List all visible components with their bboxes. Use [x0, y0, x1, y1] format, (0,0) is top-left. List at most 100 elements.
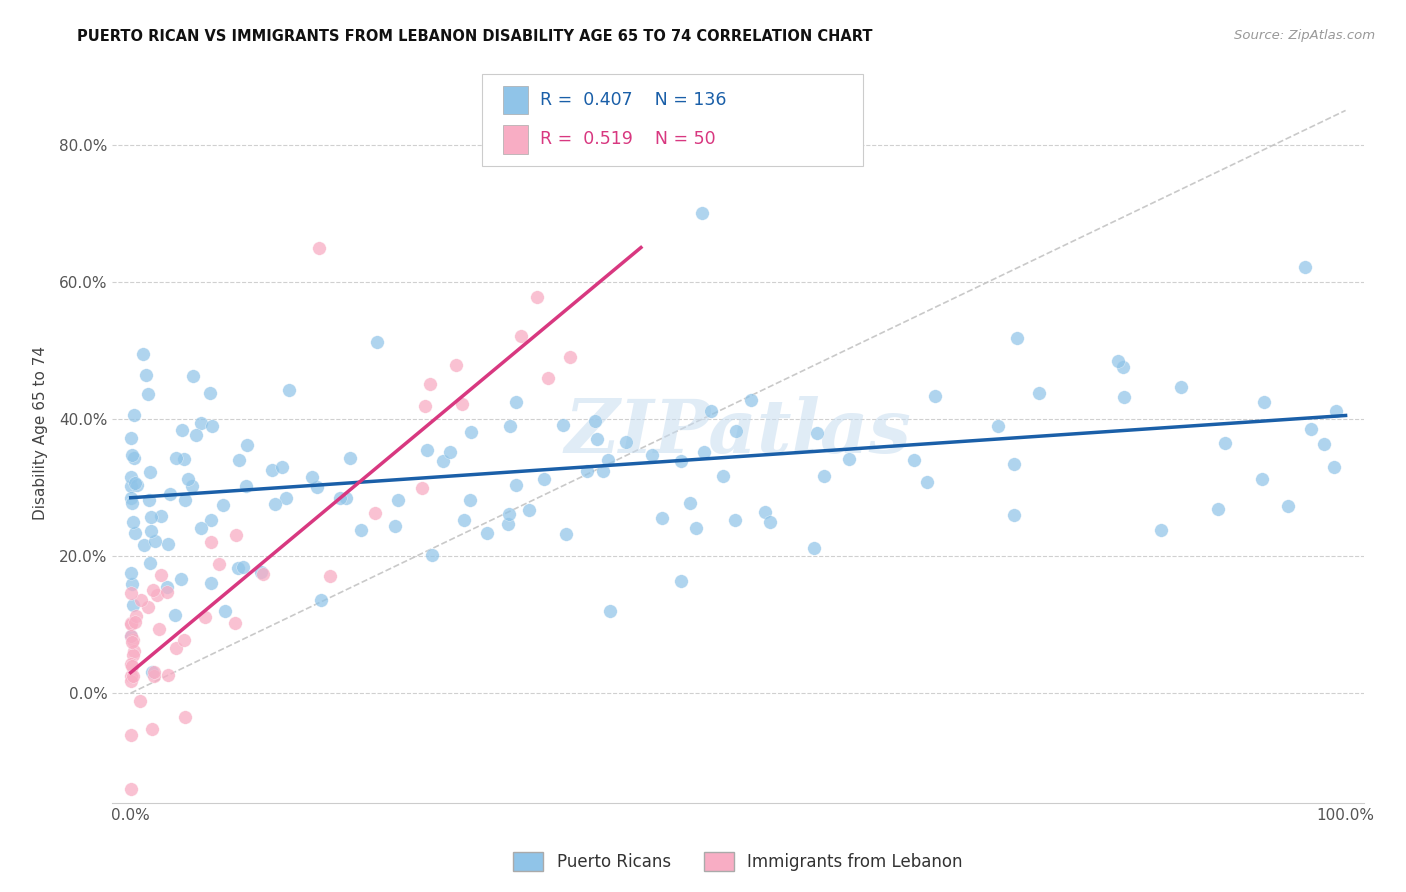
Point [651, 511, 673, 525]
Point [699, 404, 721, 418]
Point [517, 502, 540, 516]
Point [335, 491, 357, 505]
Point [690, 206, 713, 220]
Text: R =  0.519    N = 50: R = 0.519 N = 50 [540, 130, 716, 148]
Point [555, 527, 578, 541]
Point [163, 607, 186, 622]
Point [509, 328, 531, 343]
Point [460, 492, 482, 507]
Point [278, 383, 301, 397]
Point [138, 465, 160, 479]
Point [328, 491, 350, 505]
Point [813, 468, 835, 483]
Point [669, 574, 692, 588]
Point [177, 472, 200, 486]
Point [121, 629, 143, 643]
Point [301, 470, 323, 484]
Point [173, 452, 195, 467]
Point [214, 604, 236, 618]
Point [669, 454, 692, 468]
Point [641, 448, 664, 462]
Point [271, 459, 294, 474]
Point [149, 567, 172, 582]
Point [212, 498, 235, 512]
Point [838, 452, 860, 467]
Point [139, 556, 162, 570]
Point [592, 464, 614, 478]
Point [387, 493, 409, 508]
Point [252, 566, 274, 581]
FancyBboxPatch shape [503, 126, 527, 153]
Point [599, 604, 621, 618]
Point [124, 615, 146, 629]
Point [758, 515, 780, 529]
Point [121, 658, 143, 673]
Point [120, 669, 142, 683]
Point [157, 537, 180, 551]
Point [1313, 436, 1336, 450]
Point [120, 566, 142, 581]
Point [339, 451, 361, 466]
Point [141, 722, 163, 736]
Point [120, 782, 142, 797]
Point [143, 669, 166, 683]
Y-axis label: Disability Age 65 to 74: Disability Age 65 to 74 [32, 345, 48, 520]
Point [1112, 359, 1135, 374]
Point [419, 377, 441, 392]
Point [141, 665, 163, 679]
Point [143, 533, 166, 548]
Point [596, 453, 619, 467]
Point [145, 588, 167, 602]
Point [201, 419, 224, 434]
FancyBboxPatch shape [503, 87, 527, 114]
Point [120, 616, 142, 631]
Point [1250, 472, 1272, 486]
Point [432, 453, 454, 467]
Point [319, 568, 342, 582]
Point [526, 290, 548, 304]
Point [264, 497, 287, 511]
Point [740, 392, 762, 407]
Point [124, 409, 146, 423]
Point [173, 710, 195, 724]
Point [583, 414, 606, 428]
Point [533, 472, 555, 486]
Point [181, 369, 204, 384]
Point [453, 513, 475, 527]
Point [170, 424, 193, 438]
Point [165, 641, 187, 656]
Point [186, 428, 208, 442]
Point [121, 632, 143, 647]
FancyBboxPatch shape [482, 73, 863, 166]
Point [498, 517, 520, 532]
Point [724, 513, 747, 527]
Point [987, 418, 1010, 433]
Point [475, 525, 498, 540]
Point [120, 469, 142, 483]
Point [250, 565, 273, 579]
Point [124, 644, 146, 658]
Point [132, 347, 155, 361]
Point [679, 496, 702, 510]
Point [1002, 508, 1025, 522]
Point [1213, 435, 1236, 450]
Point [232, 559, 254, 574]
Point [159, 487, 181, 501]
Point [1253, 395, 1275, 409]
Point [122, 669, 145, 683]
Point [120, 657, 142, 671]
Point [190, 521, 212, 535]
Point [803, 541, 825, 555]
Point [120, 479, 142, 493]
Point [422, 548, 444, 562]
Point [1294, 260, 1316, 275]
Point [575, 464, 598, 478]
Point [505, 395, 527, 409]
Point [915, 475, 938, 490]
Point [125, 609, 148, 624]
Point [724, 424, 747, 438]
Point [384, 519, 406, 533]
Point [754, 505, 776, 519]
Point [439, 445, 461, 459]
Point [141, 509, 163, 524]
